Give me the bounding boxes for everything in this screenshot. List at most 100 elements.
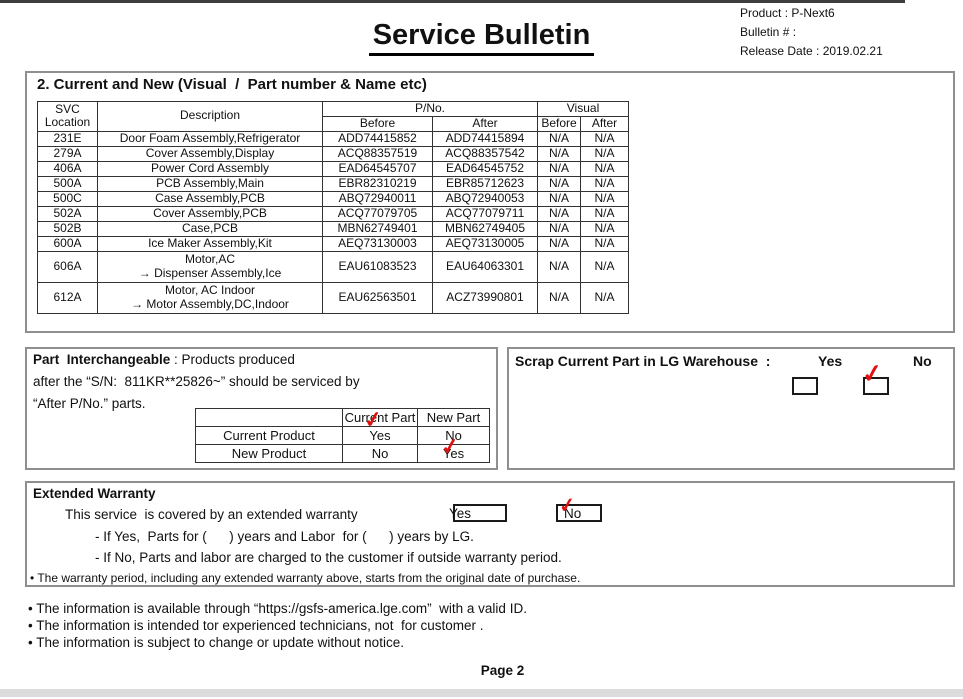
visual-before-cell: N/A: [537, 190, 581, 207]
pno-after-cell: EAU64063301: [432, 250, 538, 283]
desc-cell: Case Assembly,PCB: [97, 190, 323, 207]
warranty-no-checkbox: [556, 504, 602, 522]
part-interchangeable-heading-rest: : Products produced: [170, 352, 295, 367]
header-pno-after: After: [432, 115, 538, 132]
release-date-label: Release Date : 2019.02.21: [740, 44, 883, 58]
visual-before-cell: N/A: [537, 145, 581, 162]
pno-before-cell: EAU61083523: [322, 250, 433, 283]
matrix-col-current-part: Current Part: [342, 408, 418, 427]
svc-cell: 502B: [37, 220, 98, 237]
extended-warranty-box: [25, 481, 955, 587]
matrix-row-current-product: Current Product Yes No: [195, 426, 490, 445]
visual-before-cell: N/A: [537, 220, 581, 237]
visual-after-cell: N/A: [580, 160, 629, 177]
svc-cell: 606A: [37, 250, 98, 283]
svc-cell: 406A: [37, 160, 98, 177]
desc-cell: Cover Assembly,Display: [97, 145, 323, 162]
page-number: Page 2: [480, 663, 525, 678]
warranty-yes-label: Yes: [449, 506, 472, 521]
visual-after-cell: N/A: [580, 145, 629, 162]
svc-cell: 502A: [37, 205, 98, 222]
pno-before-cell: ABQ72940011: [322, 190, 433, 207]
pno-before-cell: EBR82310219: [322, 175, 433, 192]
visual-after-cell: N/A: [580, 190, 629, 207]
table-row: 406A Power Cord Assembly EAD64545707 EAD…: [37, 160, 629, 177]
matrix-row-label: Current Product: [195, 426, 343, 445]
window-top-edge: [0, 0, 905, 3]
warranty-line2: - If Yes, Parts for ( ) years and Labor …: [95, 529, 474, 544]
desc-cell: Ice Maker Assembly,Kit: [97, 235, 323, 252]
pno-before-cell: ACQ88357519: [322, 145, 433, 162]
scrap-yes-checkbox: [792, 377, 818, 395]
table-row: 231E Door Foam Assembly,Refrigerator ADD…: [37, 130, 629, 147]
table-row: 500C Case Assembly,PCB ABQ72940011 ABQ72…: [37, 190, 629, 207]
bulletin-number-label: Bulletin # :: [740, 25, 797, 39]
table-row: 606A Motor,AC → Dispenser Assembly,Ice E…: [37, 250, 629, 283]
scrap-no-label: No: [913, 353, 932, 369]
matrix-col-new-part: New Part: [417, 408, 490, 427]
svc-cell: 600A: [37, 235, 98, 252]
pno-before-cell: AEQ73130003: [322, 235, 433, 252]
bulletin-meta: Product : P-Next6 Bulletin # : Release D…: [740, 4, 883, 61]
visual-after-cell: N/A: [580, 175, 629, 192]
warranty-note: • The warranty period, including any ext…: [30, 571, 581, 585]
visual-after-cell: N/A: [580, 220, 629, 237]
table-row: 502B Case,PCB MBN62749401 MBN62749405 N/…: [37, 220, 629, 237]
header-svc-location: SVC Location: [37, 101, 98, 132]
pno-before-cell: ADD74415852: [322, 130, 433, 147]
visual-before-cell: N/A: [537, 130, 581, 147]
scrap-box: [507, 347, 955, 470]
red-check-icon: ✓: [557, 493, 578, 519]
desc-cell: PCB Assembly,Main: [97, 175, 323, 192]
footer-bullet: • The information is intended tor experi…: [28, 618, 484, 633]
title-area: Service Bulletin: [0, 19, 963, 56]
scrap-heading: Scrap Current Part in LG Warehouse :: [515, 353, 771, 369]
desc-cell: Door Foam Assembly,Refrigerator: [97, 130, 323, 147]
svc-cell: 500C: [37, 190, 98, 207]
warranty-line1: This service is covered by an extended w…: [65, 507, 358, 522]
table-header-row: SVC Location Description P/No. Visual: [37, 101, 629, 132]
product-label: Product : P-Next6: [740, 6, 835, 20]
matrix-cell-yes: Yes: [417, 444, 490, 463]
table-row: 502A Cover Assembly,PCB ACQ77079705 ACQ7…: [37, 205, 629, 222]
warranty-no-label: No: [564, 506, 582, 521]
pno-before-cell: MBN62749401: [322, 220, 433, 237]
table-row: 500A PCB Assembly,Main EBR82310219 EBR85…: [37, 175, 629, 192]
visual-before-cell: N/A: [537, 160, 581, 177]
header-pno-before: Before: [322, 115, 433, 132]
red-check-icon: ✓: [362, 405, 385, 434]
visual-before-cell: N/A: [537, 281, 581, 314]
pno-after-cell: AEQ73130005: [432, 235, 538, 252]
warranty-yes-checkbox: [453, 504, 507, 522]
interchange-matrix-table: Current Part New Part Current Product Ye…: [195, 408, 490, 463]
desc-cell: Motor,AC → Dispenser Assembly,Ice: [97, 250, 323, 283]
pno-before-cell: EAD64545707: [322, 160, 433, 177]
pno-after-cell: EAD64545752: [432, 160, 538, 177]
desc-cell: Power Cord Assembly: [97, 160, 323, 177]
pno-before-cell: EAU62563501: [322, 281, 433, 314]
parts-table: SVC Location Description P/No. Visual Be…: [37, 101, 629, 314]
svc-cell: 279A: [37, 145, 98, 162]
table-row: 279A Cover Assembly,Display ACQ88357519 …: [37, 145, 629, 162]
matrix-row-new-product: New Product No Yes: [195, 444, 490, 463]
header-description: Description: [97, 101, 323, 132]
section2-heading: 2. Current and New (Visual / Part number…: [37, 76, 427, 93]
pno-after-cell: EBR85712623: [432, 175, 538, 192]
pno-before-cell: ACQ77079705: [322, 205, 433, 222]
matrix-empty-cell: [195, 408, 343, 427]
visual-before-cell: N/A: [537, 250, 581, 283]
header-visual-before: Before: [537, 115, 581, 132]
footer-bullet: • The information is available through “…: [28, 601, 527, 616]
table-row: 612A Motor, AC Indoor → Motor Assembly,D…: [37, 281, 629, 314]
horizontal-scrollbar-track[interactable]: [0, 689, 963, 697]
svc-cell: 500A: [37, 175, 98, 192]
visual-before-cell: N/A: [537, 205, 581, 222]
page-title: Service Bulletin: [368, 19, 595, 56]
pno-after-cell: ADD74415894: [432, 130, 538, 147]
desc-cell: Motor, AC Indoor → Motor Assembly,DC,Ind…: [97, 281, 323, 314]
header-visual-after: After: [580, 115, 629, 132]
desc-cell: Case,PCB: [97, 220, 323, 237]
warranty-heading: Extended Warranty: [33, 486, 156, 501]
scrap-yes-label: Yes: [818, 353, 843, 369]
